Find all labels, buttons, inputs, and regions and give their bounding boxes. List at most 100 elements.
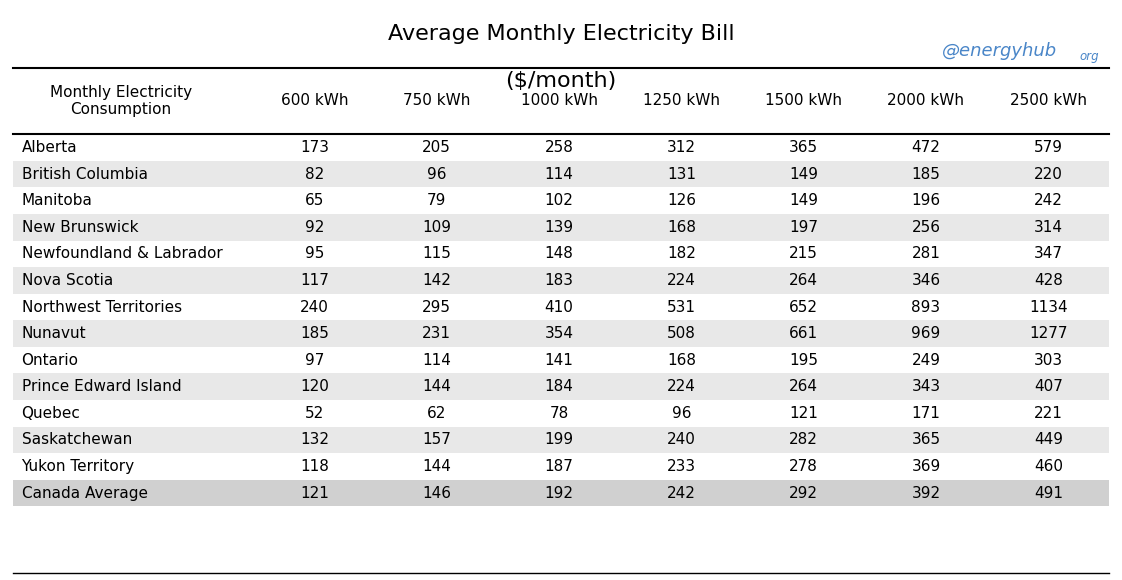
Bar	[12, 374, 1110, 400]
Text: 120: 120	[300, 379, 329, 394]
Text: 114: 114	[422, 353, 451, 368]
Text: 264: 264	[789, 273, 818, 288]
Text: 65: 65	[305, 193, 324, 208]
Bar	[12, 68, 1110, 134]
Text: 460: 460	[1033, 459, 1063, 474]
Text: 192: 192	[544, 485, 573, 501]
Text: 148: 148	[544, 246, 573, 262]
Text: 508: 508	[666, 326, 696, 341]
Text: Monthly Electricity
Consumption: Monthly Electricity Consumption	[49, 85, 192, 117]
Text: 281: 281	[911, 246, 940, 262]
Text: 531: 531	[666, 299, 696, 314]
Text: 1500 kWh: 1500 kWh	[765, 93, 843, 108]
Text: Nunavut: Nunavut	[21, 326, 86, 341]
Text: 314: 314	[1033, 220, 1063, 235]
Text: 369: 369	[911, 459, 940, 474]
Text: 1134: 1134	[1029, 299, 1067, 314]
Text: 224: 224	[666, 273, 696, 288]
Text: 224: 224	[666, 379, 696, 394]
Text: 392: 392	[911, 485, 940, 501]
Text: 347: 347	[1033, 246, 1063, 262]
Bar	[12, 293, 1110, 320]
Text: 750 kWh: 750 kWh	[403, 93, 470, 108]
Text: 295: 295	[422, 299, 451, 314]
Text: 579: 579	[1033, 140, 1063, 155]
Text: 240: 240	[666, 433, 696, 448]
Text: 168: 168	[666, 220, 696, 235]
Text: 472: 472	[911, 140, 940, 155]
Text: org: org	[1079, 50, 1098, 63]
Text: 661: 661	[789, 326, 818, 341]
Text: 264: 264	[789, 379, 818, 394]
Text: Nova Scotia: Nova Scotia	[21, 273, 113, 288]
Text: 146: 146	[422, 485, 451, 501]
Text: 195: 195	[789, 353, 818, 368]
Text: Northwest Territories: Northwest Territories	[21, 299, 182, 314]
Text: 183: 183	[544, 273, 573, 288]
Text: 2000 kWh: 2000 kWh	[888, 93, 965, 108]
Text: Ontario: Ontario	[21, 353, 79, 368]
Bar	[12, 214, 1110, 241]
Text: 258: 258	[544, 140, 573, 155]
Text: 92: 92	[305, 220, 324, 235]
Text: 185: 185	[300, 326, 329, 341]
Text: 242: 242	[1033, 193, 1063, 208]
Text: 354: 354	[544, 326, 573, 341]
Text: 115: 115	[422, 246, 451, 262]
Text: Quebec: Quebec	[21, 406, 81, 421]
Text: 102: 102	[544, 193, 573, 208]
Text: 303: 303	[1033, 353, 1063, 368]
Text: 196: 196	[911, 193, 940, 208]
Text: Average Monthly Electricity Bill: Average Monthly Electricity Bill	[388, 24, 734, 45]
Text: 114: 114	[544, 166, 573, 182]
Text: 312: 312	[666, 140, 696, 155]
Text: 1000 kWh: 1000 kWh	[521, 93, 598, 108]
Text: 141: 141	[544, 353, 573, 368]
Bar	[12, 320, 1110, 347]
Text: 82: 82	[305, 166, 324, 182]
Text: 121: 121	[789, 406, 818, 421]
Text: 132: 132	[300, 433, 329, 448]
Text: 242: 242	[666, 485, 696, 501]
Text: 95: 95	[305, 246, 324, 262]
Text: Canada Average: Canada Average	[21, 485, 147, 501]
Bar	[12, 347, 1110, 374]
Text: @energyhub: @energyhub	[941, 42, 1057, 60]
Text: 144: 144	[422, 379, 451, 394]
Text: 79: 79	[427, 193, 447, 208]
Text: 292: 292	[789, 485, 818, 501]
Text: 78: 78	[550, 406, 569, 421]
Text: 117: 117	[300, 273, 329, 288]
Text: 428: 428	[1033, 273, 1063, 288]
Text: 220: 220	[1033, 166, 1063, 182]
Text: 62: 62	[427, 406, 447, 421]
Text: Manitoba: Manitoba	[21, 193, 92, 208]
Bar	[12, 480, 1110, 506]
Text: 185: 185	[911, 166, 940, 182]
Text: 149: 149	[789, 193, 818, 208]
Text: 282: 282	[789, 433, 818, 448]
Text: 1250 kWh: 1250 kWh	[643, 93, 720, 108]
Text: 969: 969	[911, 326, 940, 341]
Text: 449: 449	[1033, 433, 1063, 448]
Text: 109: 109	[422, 220, 451, 235]
Text: 118: 118	[300, 459, 329, 474]
Text: 240: 240	[300, 299, 329, 314]
Text: British Columbia: British Columbia	[21, 166, 147, 182]
Text: 97: 97	[305, 353, 324, 368]
Text: 187: 187	[544, 459, 573, 474]
Bar	[12, 241, 1110, 267]
Text: 600 kWh: 600 kWh	[280, 93, 348, 108]
Text: 343: 343	[911, 379, 940, 394]
Text: 2500 kWh: 2500 kWh	[1010, 93, 1087, 108]
Text: 197: 197	[789, 220, 818, 235]
Text: 157: 157	[422, 433, 451, 448]
Bar	[12, 454, 1110, 480]
Text: 96: 96	[672, 406, 691, 421]
Text: Prince Edward Island: Prince Edward Island	[21, 379, 181, 394]
Text: 1277: 1277	[1029, 326, 1067, 341]
Bar	[12, 267, 1110, 293]
Text: 221: 221	[1033, 406, 1063, 421]
Text: 231: 231	[422, 326, 451, 341]
Bar	[12, 400, 1110, 427]
